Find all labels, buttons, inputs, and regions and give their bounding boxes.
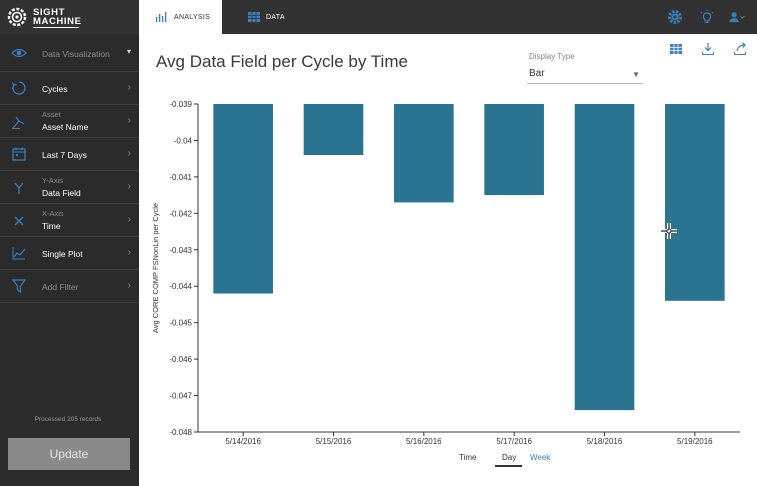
chevron-right-icon: › xyxy=(127,148,131,159)
y-tick-label: -0.041 xyxy=(169,173,192,182)
sidebar-item-sublabel: Y-Axis xyxy=(42,176,63,185)
x-tick-label: 5/17/2016 xyxy=(496,437,532,446)
sidebar-item-label: Last 7 Days xyxy=(42,150,87,160)
logo[interactable]: SIGHT MACHINE xyxy=(6,6,136,28)
x-axis-icon xyxy=(14,216,24,226)
sidebar: Data Visualization ▾ Cycles › Asset Asse… xyxy=(0,34,139,486)
x-tick-label: 5/14/2016 xyxy=(225,437,261,446)
table-view-icon[interactable] xyxy=(669,42,683,56)
top-bar: SIGHT MACHINE ANALYSIS DATA xyxy=(0,0,757,34)
chevron-right-icon: › xyxy=(127,82,131,93)
sidebar-item-add-filter[interactable]: Add Filter › xyxy=(0,270,139,303)
logo-underline xyxy=(33,27,79,28)
caret-down-icon: ▼ xyxy=(632,70,640,79)
line-chart-icon xyxy=(12,247,26,260)
sidebar-item-label: Asset Name xyxy=(42,122,89,132)
update-button[interactable]: Update xyxy=(8,438,130,470)
y-tick-label: -0.04 xyxy=(174,136,193,145)
y-tick-label: -0.045 xyxy=(169,319,192,328)
sidebar-item-sublabel: X-Axis xyxy=(42,209,64,218)
logo-line-2: MACHINE xyxy=(33,16,82,27)
sidebar-item-label: Single Plot xyxy=(42,249,83,259)
display-type-select[interactable]: Bar ▼ xyxy=(527,66,643,84)
display-type-label: Display Type xyxy=(529,52,575,61)
sidebar-item-plot-type[interactable]: Single Plot › xyxy=(0,237,139,270)
tab-data-label: DATA xyxy=(266,13,285,21)
y-axis-label: Avg CORE COMP FSNonLin per Cycle xyxy=(151,203,160,333)
sidebar-item-y-axis[interactable]: Y-Axis Data Field › xyxy=(0,171,139,204)
sidebar-item-label: Cycles xyxy=(42,84,68,94)
x-tick-label: 5/16/2016 xyxy=(406,437,442,446)
bar xyxy=(574,104,635,411)
download-icon[interactable] xyxy=(701,42,715,56)
chevron-down-icon: ▾ xyxy=(126,47,131,56)
move-cursor-icon xyxy=(661,223,677,239)
y-tick-label: -0.048 xyxy=(169,428,192,437)
sidebar-item-cycles[interactable]: Cycles › xyxy=(0,72,139,105)
display-type-value: Bar xyxy=(529,68,545,79)
sidebar-item-data-visualization[interactable]: Data Visualization ▾ xyxy=(0,34,139,72)
gear-icon[interactable] xyxy=(667,9,683,25)
table-icon xyxy=(248,12,260,22)
y-tick-label: -0.047 xyxy=(169,392,192,401)
x-axis-title: Time xyxy=(459,453,477,462)
logo-text: SIGHT MACHINE xyxy=(33,7,82,27)
calendar-icon xyxy=(12,147,26,161)
selected-option-underline xyxy=(495,465,522,467)
asset-icon xyxy=(12,116,25,130)
chevron-right-icon: › xyxy=(127,247,131,258)
page-title: Avg Data Field per Cycle by Time xyxy=(156,52,408,71)
sidebar-item-asset[interactable]: Asset Asset Name › xyxy=(0,105,139,138)
filter-icon xyxy=(11,279,27,294)
cycle-icon xyxy=(12,81,26,95)
sidebar-item-sublabel: Asset xyxy=(42,110,61,119)
bar-chart-icon xyxy=(156,12,167,22)
y-tick-label: -0.044 xyxy=(169,282,192,291)
bar xyxy=(213,104,273,294)
sidebar-item-label: Add Filter xyxy=(42,282,79,292)
y-tick-label: -0.042 xyxy=(169,209,192,218)
sidebar-item-date-range[interactable]: Last 7 Days › xyxy=(0,138,139,171)
x-tick-label: 5/19/2016 xyxy=(677,437,713,446)
tab-analysis[interactable]: ANALYSIS xyxy=(139,0,222,34)
share-icon[interactable] xyxy=(733,42,747,56)
sidebar-item-x-axis[interactable]: X-Axis Time › xyxy=(0,204,139,237)
user-icon[interactable] xyxy=(729,9,745,25)
tab-data[interactable]: DATA xyxy=(240,0,320,34)
x-tick-label: 5/15/2016 xyxy=(316,437,352,446)
sidebar-item-label: Data Field xyxy=(42,188,81,198)
y-axis-icon xyxy=(14,182,24,194)
bar xyxy=(303,104,364,156)
x-axis-option-day[interactable]: Day xyxy=(502,453,517,462)
chevron-right-icon: › xyxy=(127,115,131,126)
logo-gear-icon xyxy=(7,7,27,27)
x-tick-label: 5/18/2016 xyxy=(587,437,623,446)
logo-line-1: SIGHT xyxy=(33,7,66,18)
chevron-right-icon: › xyxy=(127,280,131,291)
lightbulb-icon[interactable] xyxy=(699,9,715,25)
chevron-right-icon: › xyxy=(127,181,131,192)
chevron-right-icon: › xyxy=(127,214,131,225)
x-axis-option-week[interactable]: Week xyxy=(530,453,551,462)
y-tick-label: -0.039 xyxy=(169,100,192,109)
bar xyxy=(394,104,454,203)
y-tick-label: -0.043 xyxy=(169,246,192,255)
sidebar-item-label: Time xyxy=(42,221,61,231)
bar xyxy=(484,104,544,196)
y-tick-label: -0.046 xyxy=(169,355,192,364)
sidebar-item-label: Data Visualization xyxy=(42,49,110,59)
tab-analysis-label: ANALYSIS xyxy=(174,13,211,21)
eye-icon xyxy=(11,48,27,58)
bar xyxy=(665,104,725,301)
processed-records-text: Processed 205 records xyxy=(34,416,102,423)
